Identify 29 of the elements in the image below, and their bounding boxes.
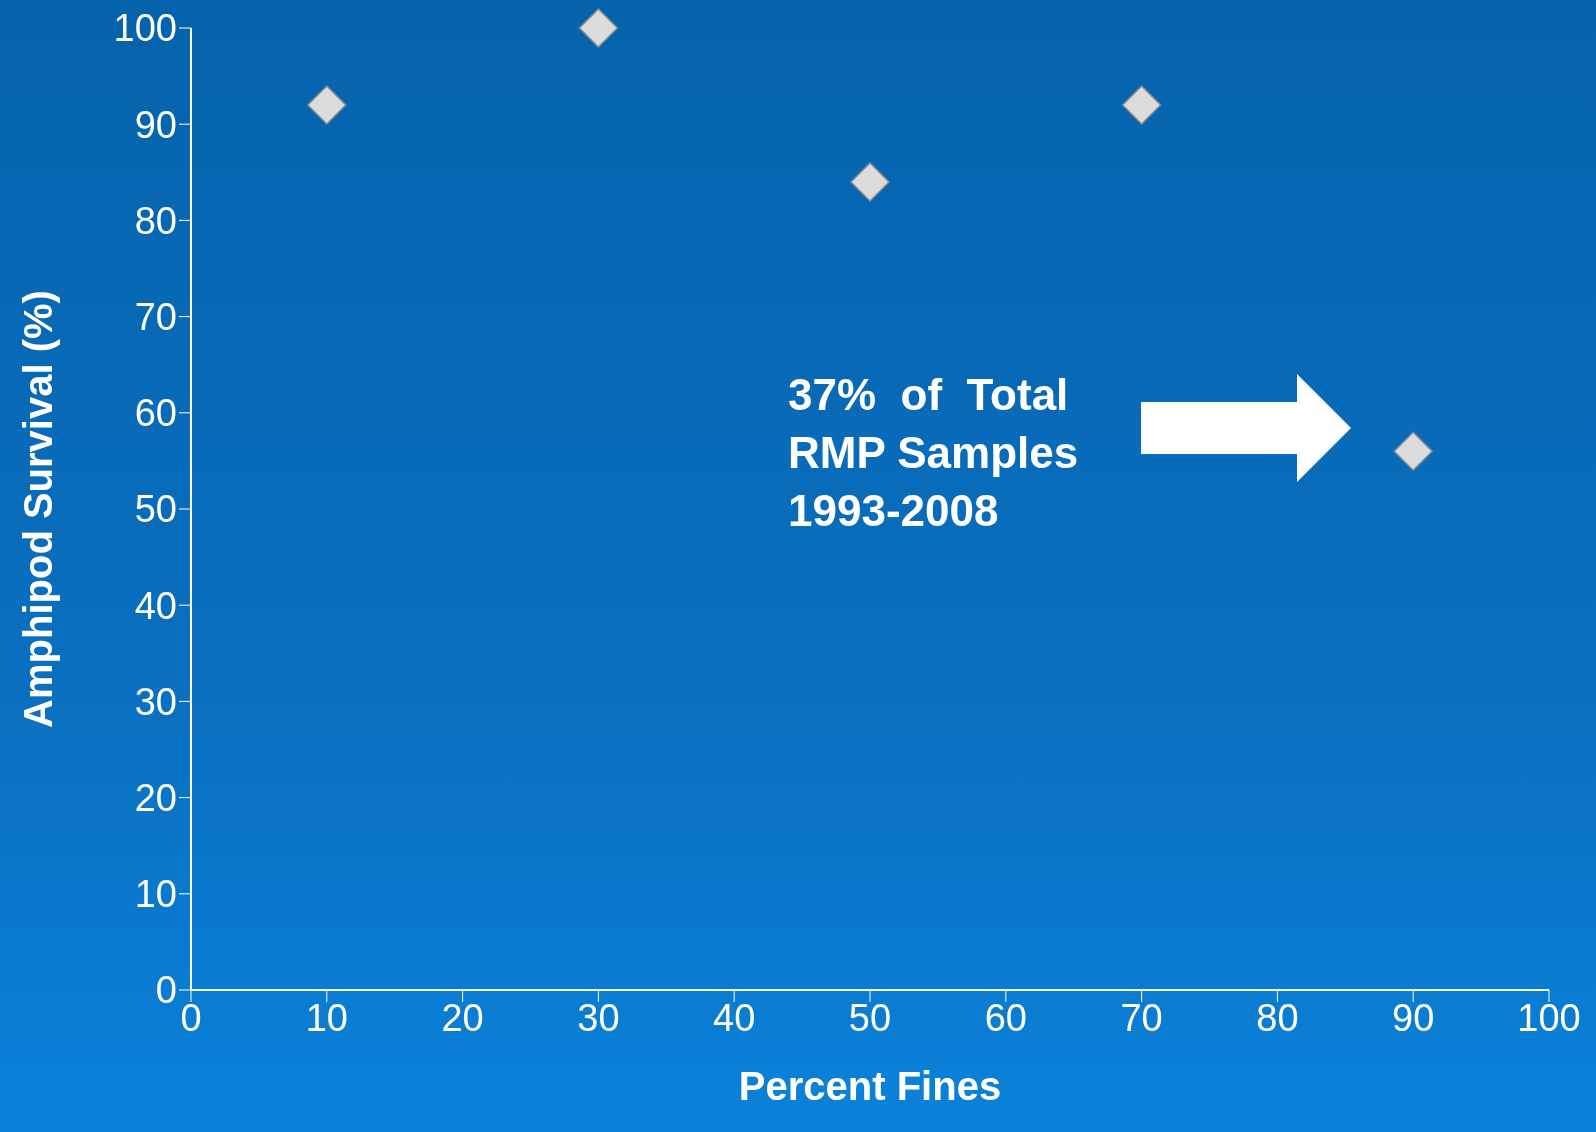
x-tick-label: 80 [1256,996,1299,1039]
y-tick-label: 100 [113,7,177,50]
y-tick-label: 50 [134,488,177,531]
x-tick-label: 20 [441,996,484,1039]
point [850,162,890,202]
y-tick-label: 90 [134,103,177,146]
y-tick-label: 10 [134,873,177,916]
x-tick-label: 40 [713,996,756,1039]
point [1393,431,1433,472]
x-tick-label: 90 [1392,996,1435,1039]
y-tick-label: 30 [134,680,177,723]
annotation: 37% of Total RMP Samples 1993-2008 [788,369,1079,537]
x-tick-label: 70 [1120,996,1163,1039]
y-tick-label: 40 [134,584,177,627]
point [307,85,347,125]
point [1121,85,1162,125]
y-tick-label: 80 [134,199,177,242]
y-tick-label: 0 [155,969,177,1012]
point [578,8,619,48]
x-tick-label: 50 [848,996,892,1039]
x-tick-label: 30 [577,996,620,1039]
y-tick-label: 60 [134,392,177,435]
x-tick-label: 10 [305,996,348,1039]
y-tick-label: 20 [134,777,177,820]
y-axis-title: Amphipod Survival (%) [16,290,61,728]
y-tick-label: 70 [134,296,177,339]
x-tick-label: 100 [1517,996,1581,1039]
x-tick-label: 60 [984,996,1027,1039]
x-axis-title: Percent Fines [738,1064,1002,1108]
